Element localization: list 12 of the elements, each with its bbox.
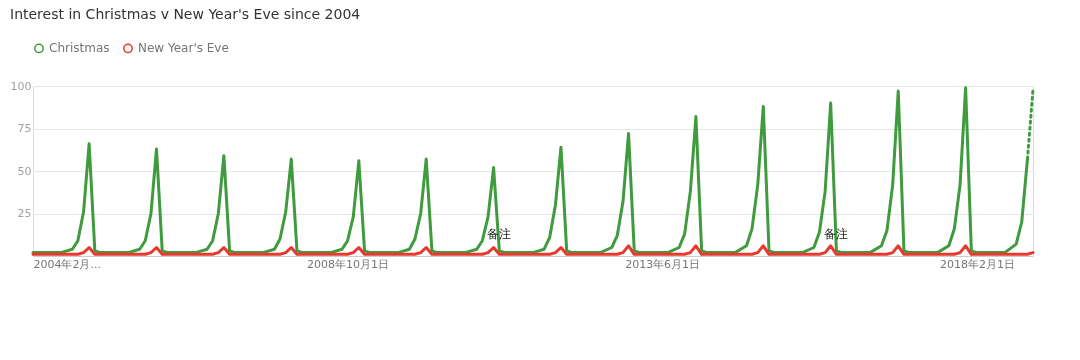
y-tick-label: 50 [17,164,32,178]
x-tick-label: 2013年6月1日 [625,257,701,271]
y-tick-label: 100 [10,79,32,93]
y-tick-label: 75 [17,122,32,135]
x-tick-label: 2018年2月1日 [940,257,1016,271]
x-tick-label: 2008年10月1日 [307,257,390,271]
y-tick-label: 25 [17,207,32,220]
line-series [31,244,1035,256]
x-tick-label: 2004年2月... [33,257,101,271]
legend-label: Christmas [49,41,110,56]
chart-title: Interest in Christmas v New Year's Eve since 2004 [10,6,361,22]
legend-label: New Year's Eve [138,41,229,56]
